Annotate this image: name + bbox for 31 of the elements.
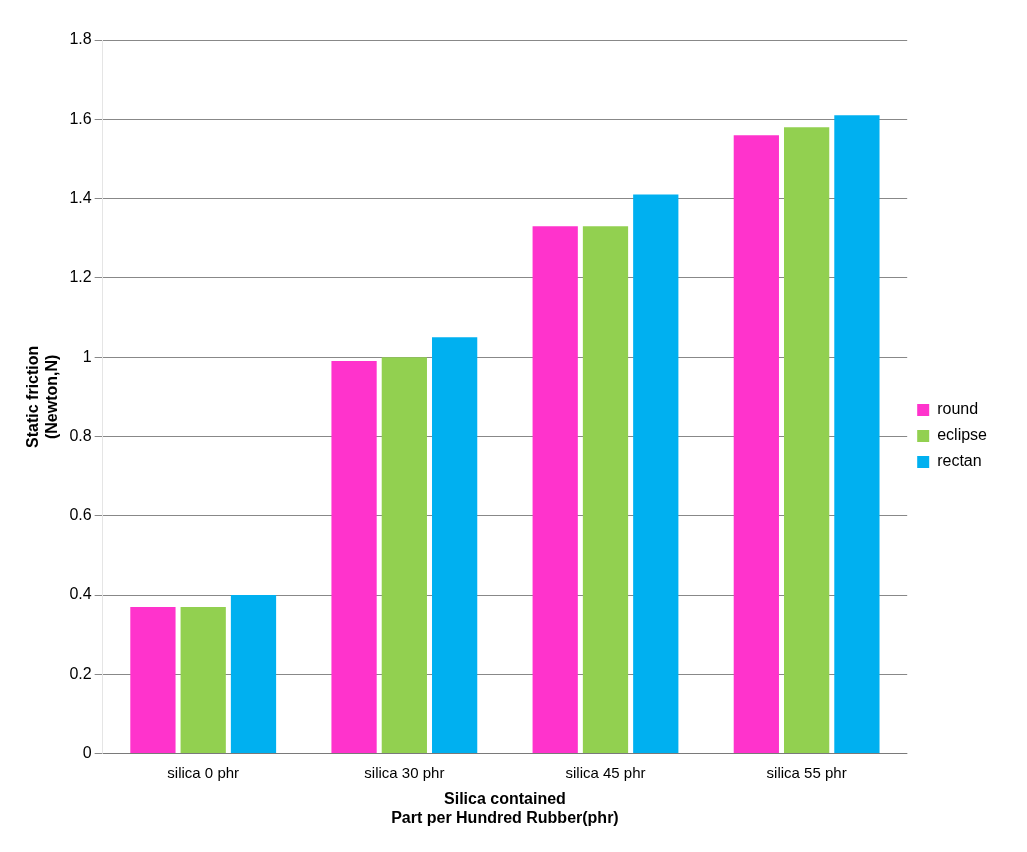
- y-tick-label: 1.4: [69, 188, 92, 206]
- x-tick-label: silica 30 phr: [364, 763, 445, 781]
- bar: [733, 135, 779, 754]
- legend-label: round: [937, 400, 979, 418]
- y-tick-label: 0.4: [69, 585, 92, 603]
- y-tick-label: 1.2: [69, 268, 92, 286]
- bar: [834, 115, 880, 754]
- x-tick-label: silica 45 phr: [565, 763, 646, 781]
- x-tick-label: silica 0 phr: [167, 763, 240, 781]
- x-axis-title: Silica contained Part per Hundred Rubber(phr): [391, 789, 619, 826]
- y-tick-label: 0.8: [69, 426, 92, 444]
- bar: [130, 606, 176, 754]
- bar: [432, 337, 478, 754]
- bar: [784, 127, 830, 754]
- bar: [180, 606, 226, 754]
- legend-label: eclipse: [937, 426, 988, 444]
- y-tick-label: 1: [82, 347, 92, 365]
- bar: [633, 194, 679, 754]
- y-tick-label: 0.2: [69, 664, 92, 682]
- bar: [381, 357, 427, 754]
- bar: [331, 361, 377, 754]
- bar: [230, 595, 277, 754]
- y-tick-label: 0.6: [69, 506, 92, 524]
- bar: [582, 226, 629, 754]
- legend-label: rectan: [937, 452, 982, 470]
- y-axis-title: Static friction (Newton,N): [24, 345, 61, 448]
- bar: [532, 226, 578, 754]
- x-tick-label: silica 55 phr: [766, 763, 847, 781]
- y-tick-label: 1.6: [69, 109, 92, 127]
- y-tick-label: 0: [82, 744, 92, 762]
- y-tick-label: 1.8: [69, 30, 92, 48]
